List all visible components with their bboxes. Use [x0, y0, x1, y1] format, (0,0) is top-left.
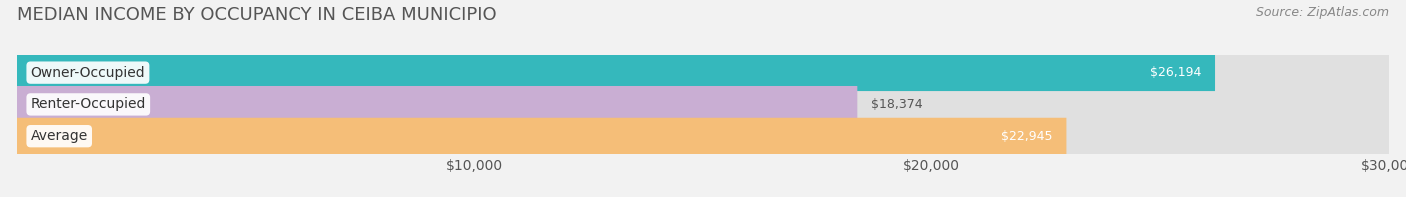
Text: Source: ZipAtlas.com: Source: ZipAtlas.com	[1256, 6, 1389, 19]
Text: MEDIAN INCOME BY OCCUPANCY IN CEIBA MUNICIPIO: MEDIAN INCOME BY OCCUPANCY IN CEIBA MUNI…	[17, 6, 496, 24]
FancyBboxPatch shape	[17, 118, 1389, 155]
Text: $22,945: $22,945	[1001, 130, 1053, 143]
Text: Owner-Occupied: Owner-Occupied	[31, 66, 145, 80]
FancyBboxPatch shape	[17, 86, 858, 123]
FancyBboxPatch shape	[17, 54, 1215, 91]
Text: Average: Average	[31, 129, 87, 143]
Text: $26,194: $26,194	[1150, 66, 1201, 79]
Text: Renter-Occupied: Renter-Occupied	[31, 97, 146, 112]
FancyBboxPatch shape	[17, 118, 1066, 155]
Text: $18,374: $18,374	[872, 98, 922, 111]
FancyBboxPatch shape	[17, 86, 1389, 123]
FancyBboxPatch shape	[17, 54, 1389, 91]
